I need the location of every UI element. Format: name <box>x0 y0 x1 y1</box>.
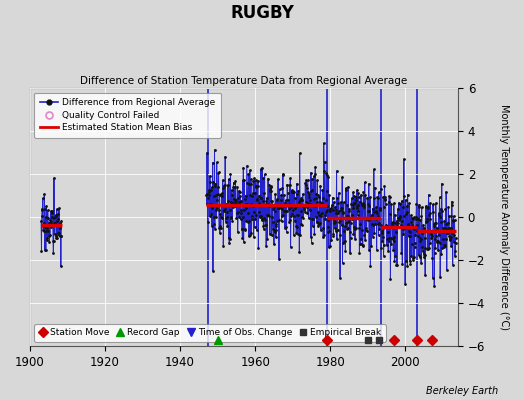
Text: RUGBY: RUGBY <box>230 4 294 22</box>
Title: Difference of Station Temperature Data from Regional Average: Difference of Station Temperature Data f… <box>80 76 408 86</box>
Text: Berkeley Earth: Berkeley Earth <box>425 386 498 396</box>
Legend: Station Move, Record Gap, Time of Obs. Change, Empirical Break: Station Move, Record Gap, Time of Obs. C… <box>35 324 386 342</box>
Y-axis label: Monthly Temperature Anomaly Difference (°C): Monthly Temperature Anomaly Difference (… <box>499 104 509 330</box>
